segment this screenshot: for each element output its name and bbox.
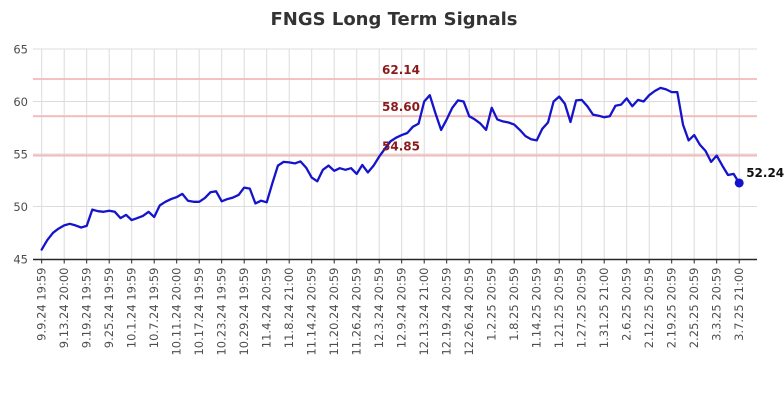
axis-layer: 45 50 55 60 65 9.9.24 19:59 9.13.24 20:00 9.19.… [13,42,757,356]
x-tick-label: 9.19.24 19:59 [80,268,94,349]
x-tick-label: 1.2.25 20:59 [485,268,499,341]
x-tick-label: 2.19.25 20:59 [665,268,679,349]
x-tick-label: 11.4.24 20:59 [260,268,274,349]
x-tick-label: 12.3.24 20:59 [372,268,386,349]
y-tick-label: 60 [13,95,28,109]
x-tick-label: 12.19.24 20:59 [440,268,454,356]
x-tick-label: 2.6.25 20:59 [620,268,634,341]
x-tick-label: 3.7.25 21:00 [732,268,746,341]
x-tick-label: 2.12.25 20:59 [642,268,656,349]
x-tick-label: 12.9.24 20:59 [395,268,409,349]
x-tick-label: 10.1.24 19:59 [125,268,139,349]
x-tick-label: 10.17.24 19:59 [192,268,206,356]
x-tick-label: 3.3.25 20:59 [710,268,724,341]
y-tick-label: 45 [13,252,28,266]
x-tick-label: 11.14.24 20:59 [305,268,319,356]
x-tick-label: 9.9.24 19:59 [35,268,49,341]
x-tick-label: 1.21.25 20:59 [552,268,566,349]
x-tick-label: 11.20.24 20:59 [327,268,341,356]
reference-lines-layer [33,78,757,157]
x-tick-label: 1.8.25 20:59 [507,268,521,341]
x-tick-label: 10.7.24 19:59 [147,268,161,349]
last-price-label: 52.24 [746,166,784,180]
x-tick-label: 12.26.24 20:59 [462,268,476,356]
ref-line-label-54-85: 54.85 [382,140,420,154]
ref-line-label-58-60: 58.60 [382,100,420,114]
end-dot [734,178,744,188]
x-tick-label: 9.13.24 20:00 [57,268,71,349]
ref-line-label-62-14: 62.14 [382,63,420,77]
x-tick-label: 11.26.24 20:59 [350,268,364,356]
price-line [40,86,741,251]
x-tick-label: 1.31.25 21:00 [597,268,611,349]
x-tick-label: 10.29.24 19:59 [237,268,251,356]
x-tick-label: 12.13.24 21:00 [417,268,431,356]
chart-title: FNGS Long Term Signals [270,9,517,30]
y-tick-label: 55 [13,147,28,161]
x-tick-label: 1.27.25 20:59 [575,268,589,349]
series-layer [40,86,744,251]
y-tick-label: 50 [13,200,28,214]
x-tick-label: 10.23.24 19:59 [215,268,229,356]
grid-layer [33,48,757,259]
x-tick-label: 10.11.24 20:00 [170,268,184,356]
y-tick-label: 65 [13,42,28,56]
x-tick-label: 9.25.24 19:59 [102,268,116,349]
x-tick-label: 2.25.25 20:59 [687,268,701,349]
x-tick-label: 11.8.24 21:00 [282,268,296,349]
x-tick-label: 1.14.25 20:59 [530,268,544,349]
